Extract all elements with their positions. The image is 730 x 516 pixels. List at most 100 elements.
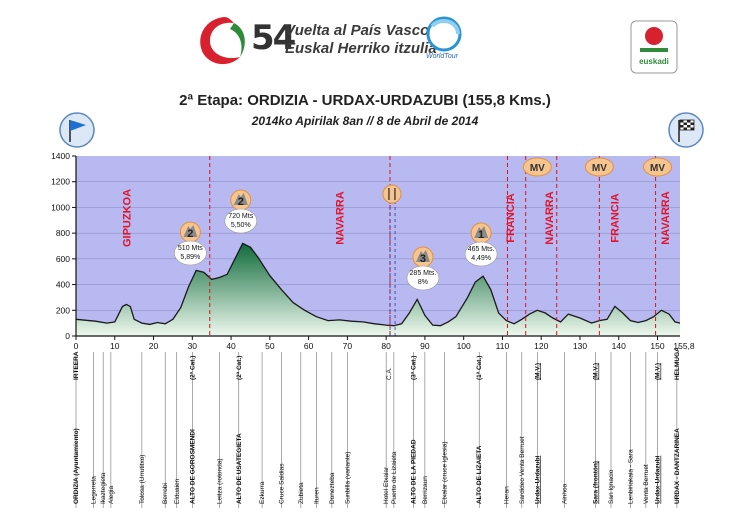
x-tick-label: 130 — [573, 341, 587, 351]
waypoint-label: URDAX - DANTZARINEA — [674, 428, 681, 504]
climb-markers: 2 510 Mts 5,89% 2 720 Mts 5,50% 3 285 Mts. 8% 1 46… — [174, 189, 498, 291]
waypoint-upper-label: (M.V.) — [534, 363, 541, 380]
region-label: NAVARRA — [660, 191, 672, 244]
worldtour-label: WorldTour — [426, 53, 459, 60]
x-tick-label: 70 — [343, 341, 353, 351]
x-tick-label: 120 — [534, 341, 548, 351]
event-logo-swirl-icon — [200, 17, 245, 65]
waypoint-label: Zubieta — [298, 482, 305, 504]
waypoint-upper-label: (2ª Cat.) — [189, 356, 196, 380]
food-zone-marker — [382, 184, 402, 204]
waypoint-label: Cruce Saldias — [278, 463, 285, 504]
waypoint-label: Etxalar (cruce iglesia) — [441, 442, 448, 505]
waypoint-label: ORDIZIA (Ayuntamiento) — [73, 428, 80, 504]
plot-area — [76, 156, 680, 336]
climb-grade: 5,50% — [231, 222, 251, 229]
x-tick-label: 20 — [149, 341, 159, 351]
sponsor-label: euskadi — [639, 57, 669, 66]
mountain-icon — [412, 246, 434, 268]
stage-subtitle: 2014ko Apirilak 8an // 8 de Abril de 201… — [251, 114, 479, 128]
waypoint-label: Ainhoa — [561, 483, 568, 504]
x-tick-label: 150 — [650, 341, 664, 351]
climb-category: 2 — [238, 196, 244, 208]
header: 54 Vuelta al País Vasco Euskal Herriko i… — [0, 0, 730, 92]
y-tick-label: 800 — [56, 228, 70, 238]
waypoint-label: Venta Berruet — [643, 464, 650, 504]
elevation-line — [75, 242, 681, 327]
waypoint-label: Sunbilla (variante) — [344, 452, 351, 504]
waypoint-upper-label: (M.V.) — [655, 363, 662, 380]
waypoint-label: Ezkurra — [259, 481, 266, 504]
event-name-es: Vuelta al País Vasco — [285, 22, 430, 39]
x-tick-label: 30 — [188, 341, 198, 351]
y-tick-label: 400 — [56, 280, 70, 290]
waypoint-label: Puerto de Lizaieta — [391, 451, 398, 504]
climb-grade: 5,89% — [180, 254, 200, 261]
sprint-label: MV — [650, 163, 665, 174]
event-number: 54 — [251, 18, 296, 58]
waypoint-label: Ituren — [313, 487, 320, 504]
climb-grade: 4,49% — [471, 255, 491, 262]
climb-marker: 2 510 Mts 5,89% — [174, 221, 207, 266]
waypoint-label: Berrizaun — [422, 476, 429, 504]
climb-altitude: 510 Mts — [178, 245, 203, 252]
waypoint-label: ALTO DE GOROSMENDI — [189, 429, 196, 504]
y-tick-label: 1200 — [51, 177, 70, 187]
climb-altitude: 285 Mts. — [410, 270, 437, 277]
sprint-marker-icon: MV — [584, 157, 614, 177]
x-tick-label: 140 — [612, 341, 626, 351]
mountain-icon — [470, 222, 492, 244]
waypoint-upper-label: HELMUGA — [674, 347, 681, 380]
x-end-label: 155,8 — [673, 341, 695, 351]
x-tick-label: 90 — [420, 341, 430, 351]
waypoint-label: Heran — [503, 486, 510, 504]
climb-category: 2 — [187, 228, 193, 240]
region-label: FRANCIA — [610, 193, 622, 243]
waypoint-upper-label: (3ª Cat.) — [410, 356, 417, 380]
x-tick-label: 40 — [226, 341, 236, 351]
climb-altitude: 720 Mts — [228, 213, 253, 220]
mountain-icon — [230, 189, 252, 211]
climb-marker: 3 285 Mts. 8% — [406, 246, 440, 291]
x-tick-label: 10 — [110, 341, 120, 351]
mountain-icon — [179, 221, 201, 243]
waypoint-label: Legorreta — [90, 476, 97, 504]
waypoint-label: ALTO DE LIZAIETA — [476, 445, 483, 504]
waypoint-upper-label: C.A. — [386, 367, 393, 380]
y-tick-label: 200 — [56, 305, 70, 315]
worldtour-logo-icon: WorldTour — [426, 16, 462, 60]
climb-marker: 2 720 Mts 5,50% — [224, 189, 258, 234]
y-tick-label: 0 — [65, 331, 70, 341]
x-tick-label: 0 — [74, 341, 79, 351]
finish-flag-icon — [668, 112, 704, 148]
climb-marker: 1 465 Mts. 4,49% — [464, 222, 498, 267]
event-name-eu: Euskal Herriko itzulia — [285, 40, 437, 57]
waypoint-upper-label: IRTEERA — [73, 351, 80, 380]
climb-category: 3 — [420, 253, 426, 265]
gridlines — [76, 181, 680, 311]
waypoint-upper-label: (M.V.) — [592, 363, 599, 380]
climb-altitude: 465 Mts. — [468, 246, 495, 253]
start-flag-icon — [59, 112, 95, 148]
region-labels: GIPUZKOA NAVARRA FRANCIA NAVARRA FRANCIA NAVA… — [121, 189, 672, 247]
region-label: NAVARRA — [544, 191, 556, 244]
waypoint-label: Berrobi — [162, 483, 169, 504]
sprint-label: MV — [592, 163, 607, 174]
region-label: GIPUZKOA — [121, 189, 133, 247]
waypoint-label: Sara (frontón) — [592, 461, 599, 504]
waypoint-label: Ikaztegieta — [100, 472, 107, 504]
x-tick-label: 50 — [265, 341, 275, 351]
waypoint-label: San Ignacio — [608, 469, 615, 504]
waypoint-labels: ORDIZIA (Ayuntamiento) Legorreta Ikaztegie… — [73, 347, 681, 508]
x-tick-label: 80 — [381, 341, 391, 351]
waypoint-upper-label: (1ª Cat.) — [476, 356, 483, 380]
waypoint-label: Lenbiriakaia - Sara — [627, 449, 634, 504]
climb-grade: 8% — [418, 279, 428, 286]
waypoint-label: Elduaien — [174, 478, 181, 504]
waypoint-label: Hotel Etxalar — [383, 466, 390, 504]
waypoint-label: Sardideo Venta Berruet — [519, 436, 526, 504]
y-tick-label: 600 — [56, 254, 70, 264]
x-tick-label: 110 — [496, 341, 510, 351]
region-label: FRANCIA — [505, 193, 517, 243]
y-tick-label: 1400 — [51, 151, 70, 161]
